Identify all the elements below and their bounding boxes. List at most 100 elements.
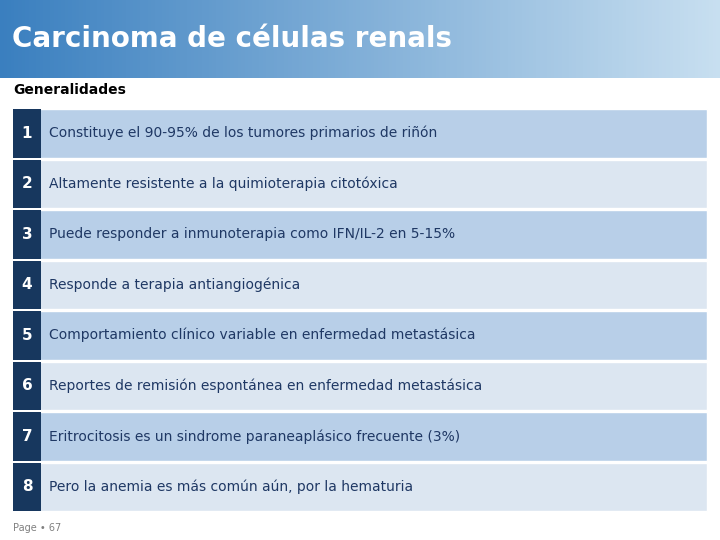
Bar (32, 0, 36, 78)
Bar (497, 0, 500, 78)
Bar (486, 0, 490, 78)
Bar (68, 0, 72, 78)
Bar (173, 0, 176, 78)
Bar (493, 0, 497, 78)
Bar (270, 0, 274, 78)
Bar (349, 0, 353, 78)
Bar (148, 0, 151, 78)
Bar (22, 0, 25, 78)
Text: Comportamiento clínico variable en enfermedad metastásica: Comportamiento clínico variable en enfer… (49, 328, 475, 342)
Bar (306, 0, 310, 78)
Bar (353, 0, 356, 78)
Bar (713, 0, 716, 78)
Bar (562, 0, 565, 78)
Text: Constituye el 90-95% de los tumores primarios de riñón: Constituye el 90-95% de los tumores prim… (49, 126, 437, 140)
Bar (479, 0, 482, 78)
Bar (277, 0, 281, 78)
Bar (58, 0, 61, 78)
Bar (691, 0, 695, 78)
Bar (446, 0, 450, 78)
Bar (108, 0, 112, 78)
Bar (680, 0, 684, 78)
Bar (526, 0, 529, 78)
Bar (367, 0, 371, 78)
Bar (54, 0, 58, 78)
Bar (101, 0, 104, 78)
Bar (252, 0, 256, 78)
Text: Reportes de remisión espontánea en enfermedad metastásica: Reportes de remisión espontánea en enfer… (49, 379, 482, 393)
Bar (216, 0, 220, 78)
Bar (191, 0, 194, 78)
Bar (13, 361, 707, 410)
Bar (86, 0, 90, 78)
Bar (644, 0, 648, 78)
Bar (565, 0, 569, 78)
Bar (144, 0, 148, 78)
Bar (709, 0, 713, 78)
Bar (205, 0, 209, 78)
Bar (439, 0, 443, 78)
Bar (202, 0, 205, 78)
Bar (122, 0, 126, 78)
Bar (558, 0, 562, 78)
Bar (72, 0, 76, 78)
Bar (331, 0, 335, 78)
Bar (364, 0, 367, 78)
Text: Eritrocitosis es un sindrome paraneaplásico frecuente (3%): Eritrocitosis es un sindrome paraneaplás… (49, 429, 460, 443)
Bar (371, 0, 374, 78)
Bar (608, 0, 612, 78)
Bar (288, 0, 292, 78)
Bar (626, 0, 630, 78)
Text: 5: 5 (22, 328, 32, 343)
Bar (0, 78, 720, 80)
Bar (540, 0, 544, 78)
Bar (338, 0, 342, 78)
Bar (482, 0, 486, 78)
Bar (400, 0, 403, 78)
Bar (536, 0, 540, 78)
Bar (637, 0, 641, 78)
Bar (227, 0, 230, 78)
Bar (126, 0, 130, 78)
Bar (263, 0, 266, 78)
Bar (356, 0, 360, 78)
Bar (230, 0, 234, 78)
Bar (162, 0, 166, 78)
Text: 2: 2 (22, 176, 32, 191)
Bar (14, 0, 18, 78)
Bar (13, 311, 707, 360)
Bar (187, 0, 191, 78)
Bar (378, 0, 382, 78)
Bar (328, 0, 331, 78)
Bar (256, 0, 259, 78)
Bar (13, 159, 41, 208)
Bar (13, 260, 41, 309)
Bar (716, 0, 720, 78)
Bar (140, 0, 144, 78)
Bar (500, 0, 504, 78)
Bar (198, 0, 202, 78)
Text: Puede responder a inmunoterapia como IFN/IL-2 en 5-15%: Puede responder a inmunoterapia como IFN… (49, 227, 455, 241)
Bar (115, 0, 119, 78)
Bar (659, 0, 662, 78)
Text: 7: 7 (22, 429, 32, 444)
Bar (612, 0, 616, 78)
Bar (266, 0, 270, 78)
Bar (18, 0, 22, 78)
Bar (385, 0, 389, 78)
Bar (382, 0, 385, 78)
Bar (576, 0, 580, 78)
Text: Generalidades: Generalidades (13, 83, 126, 97)
Bar (342, 0, 346, 78)
Bar (346, 0, 349, 78)
Bar (464, 0, 468, 78)
Bar (36, 0, 40, 78)
Bar (583, 0, 587, 78)
Text: Pero la anemia es más común aún, por la hematuria: Pero la anemia es más común aún, por la … (49, 480, 413, 494)
Bar (630, 0, 634, 78)
Bar (4, 0, 7, 78)
Bar (25, 0, 29, 78)
Bar (360, 0, 364, 78)
Bar (119, 0, 122, 78)
Bar (302, 0, 306, 78)
